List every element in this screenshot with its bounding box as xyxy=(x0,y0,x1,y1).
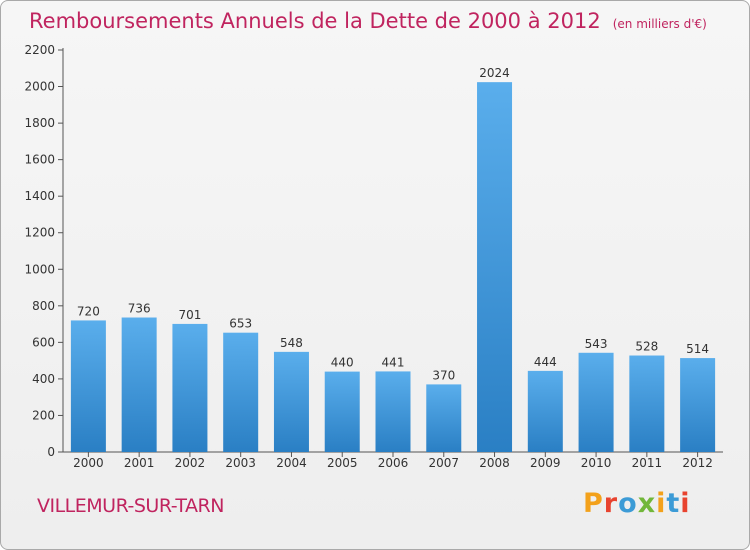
y-tick-label: 400 xyxy=(32,372,55,386)
bar-value-label: 548 xyxy=(280,336,303,350)
title-text: Remboursements Annuels de la Dette de 20… xyxy=(29,9,601,33)
bar xyxy=(172,323,208,452)
bar xyxy=(578,352,614,452)
proxiti-logo: Proxiti xyxy=(583,488,691,519)
bar xyxy=(223,332,259,452)
logo-letter: P xyxy=(583,488,604,519)
y-tick-label: 800 xyxy=(32,299,55,313)
y-tick-label: 200 xyxy=(32,408,55,422)
bar xyxy=(527,370,563,452)
bar xyxy=(680,358,716,452)
bar-value-label: 440 xyxy=(331,356,354,370)
x-tick-label: 2004 xyxy=(276,456,307,470)
logo-letter: i xyxy=(680,488,691,519)
chart-title: Remboursements Annuels de la Dette de 20… xyxy=(29,9,707,33)
y-tick-label: 1000 xyxy=(24,262,55,276)
bar xyxy=(324,371,360,452)
bar-value-label: 653 xyxy=(229,317,252,331)
bar-value-label: 2024 xyxy=(479,66,510,80)
bar xyxy=(426,384,462,452)
bar xyxy=(629,355,665,452)
bar-value-label: 736 xyxy=(128,302,151,316)
bar-value-label: 720 xyxy=(77,304,100,318)
y-tick-label: 0 xyxy=(47,445,55,459)
y-tick-label: 2000 xyxy=(24,80,55,94)
y-tick-label: 2200 xyxy=(24,43,55,57)
x-tick-label: 2007 xyxy=(428,456,459,470)
bar-value-label: 514 xyxy=(686,342,709,356)
logo-letter: t xyxy=(666,488,681,519)
y-tick-label: 1200 xyxy=(24,226,55,240)
x-tick-label: 2012 xyxy=(682,456,713,470)
bar-value-label: 370 xyxy=(432,368,455,382)
x-tick-label: 2001 xyxy=(124,456,155,470)
x-tick-label: 2010 xyxy=(581,456,612,470)
bar-value-label: 543 xyxy=(585,337,608,351)
x-tick-label: 2009 xyxy=(530,456,561,470)
logo-letter: o xyxy=(618,488,638,519)
y-tick-label: 1800 xyxy=(24,116,55,130)
logo-letter: r xyxy=(603,488,619,519)
x-tick-label: 2005 xyxy=(327,456,358,470)
bar-value-label: 441 xyxy=(382,355,405,369)
bar xyxy=(375,371,411,452)
y-tick-label: 1600 xyxy=(24,153,55,167)
bar-value-label: 528 xyxy=(635,340,658,354)
unit-label: (en milliers d'€) xyxy=(612,17,707,31)
commune-name: VILLEMUR-SUR-TARN xyxy=(37,495,224,517)
bar xyxy=(121,317,157,452)
y-tick-label: 600 xyxy=(32,335,55,349)
bar xyxy=(70,320,106,452)
logo-letter: x xyxy=(637,488,657,519)
logo-letter: i xyxy=(656,488,667,519)
bar-value-label: 701 xyxy=(178,308,201,322)
x-tick-label: 2000 xyxy=(73,456,104,470)
x-tick-label: 2006 xyxy=(378,456,409,470)
x-tick-label: 2011 xyxy=(632,456,663,470)
bar xyxy=(477,82,513,452)
bar xyxy=(273,351,309,452)
x-tick-label: 2008 xyxy=(479,456,510,470)
x-tick-label: 2003 xyxy=(225,456,256,470)
y-tick-label: 1400 xyxy=(24,189,55,203)
bar-value-label: 444 xyxy=(534,355,557,369)
x-tick-label: 2002 xyxy=(175,456,206,470)
